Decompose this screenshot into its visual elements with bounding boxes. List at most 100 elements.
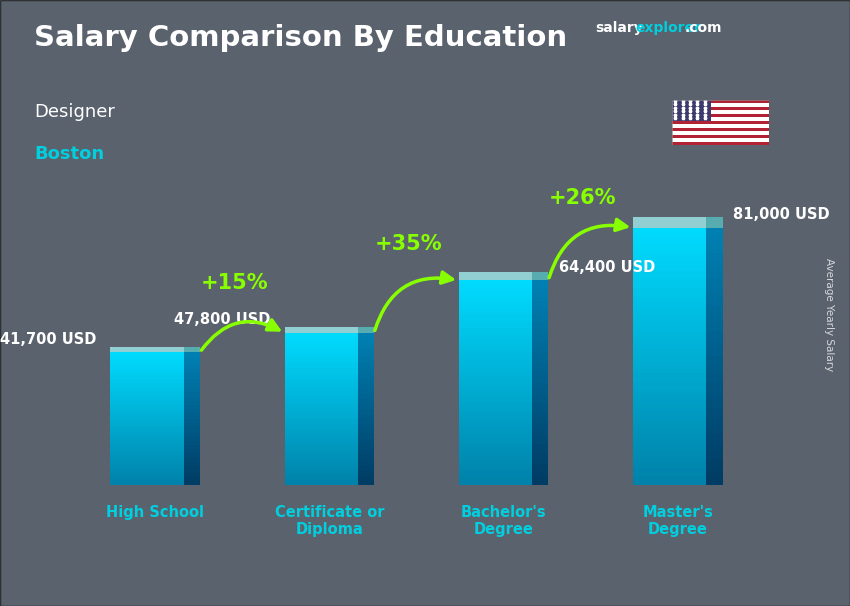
Bar [285, 338, 358, 341]
Bar [285, 450, 358, 452]
Bar [706, 270, 722, 275]
Bar [285, 381, 358, 384]
Bar [706, 481, 722, 485]
Bar [358, 447, 374, 450]
Bar [459, 376, 532, 379]
Bar [633, 275, 706, 279]
Bar [459, 393, 532, 396]
Bar [706, 429, 722, 433]
Bar [285, 416, 358, 419]
Bar [184, 434, 200, 436]
Bar [110, 471, 184, 474]
Bar [532, 308, 548, 311]
Text: Master's
Degree: Master's Degree [643, 505, 713, 537]
Bar [285, 343, 358, 345]
Bar [285, 419, 358, 422]
Bar [110, 425, 184, 427]
Bar [706, 296, 722, 301]
Bar [110, 390, 184, 392]
Bar [110, 364, 184, 365]
Bar [633, 296, 706, 301]
Bar [459, 410, 532, 413]
Bar [459, 461, 532, 464]
Bar [706, 446, 722, 450]
Bar [532, 481, 548, 485]
Bar [706, 382, 722, 386]
Bar [459, 301, 532, 304]
Bar [358, 467, 374, 470]
Bar [358, 414, 374, 416]
Bar [285, 437, 358, 439]
Bar [459, 399, 532, 403]
Bar [285, 364, 358, 366]
Bar [110, 372, 184, 375]
Bar [532, 451, 548, 454]
Bar [459, 430, 532, 434]
Bar [633, 395, 706, 399]
Bar [532, 390, 548, 393]
Bar [633, 433, 706, 438]
Bar [459, 424, 532, 427]
Bar [110, 439, 184, 441]
Bar [672, 124, 769, 128]
Bar [672, 121, 769, 124]
Bar [184, 385, 200, 388]
Bar [706, 421, 722, 425]
Bar [285, 366, 358, 368]
Bar [459, 291, 532, 294]
Bar [184, 399, 200, 401]
Bar [459, 474, 532, 478]
Bar [633, 318, 706, 322]
Bar [358, 401, 374, 404]
Bar [184, 364, 200, 365]
Bar [110, 412, 184, 415]
Bar [110, 368, 184, 370]
Bar [672, 132, 769, 135]
Bar [706, 305, 722, 309]
Bar [110, 465, 184, 467]
Bar [110, 347, 184, 353]
Bar [184, 425, 200, 427]
Bar [633, 279, 706, 284]
Bar [672, 114, 769, 118]
Text: Average Yearly Salary: Average Yearly Salary [824, 259, 834, 371]
Bar [110, 481, 184, 482]
Bar [184, 372, 200, 375]
Bar [110, 482, 184, 485]
Bar [633, 390, 706, 395]
Bar [110, 355, 184, 357]
Bar [633, 382, 706, 386]
Bar [706, 454, 722, 459]
Bar [184, 403, 200, 405]
Bar [633, 339, 706, 344]
Bar [285, 401, 358, 404]
Bar [184, 395, 200, 396]
Bar [706, 313, 722, 318]
Bar [358, 452, 374, 454]
Bar [285, 404, 358, 407]
Bar [706, 472, 722, 476]
Bar [110, 456, 184, 458]
Bar [285, 467, 358, 470]
Bar [184, 388, 200, 390]
Bar [633, 313, 706, 318]
Bar [285, 333, 358, 336]
Bar [285, 351, 358, 353]
Bar [358, 338, 374, 341]
Bar [184, 445, 200, 447]
Bar [285, 353, 358, 356]
Bar [184, 441, 200, 443]
Bar [184, 463, 200, 465]
Bar [184, 474, 200, 476]
Bar [358, 404, 374, 407]
Bar [633, 292, 706, 296]
Bar [706, 395, 722, 399]
Bar [706, 348, 722, 352]
Bar [706, 378, 722, 382]
Bar [285, 424, 358, 427]
Bar [110, 447, 184, 450]
Bar [633, 472, 706, 476]
Bar [459, 311, 532, 315]
Bar [358, 454, 374, 457]
Bar [532, 311, 548, 315]
